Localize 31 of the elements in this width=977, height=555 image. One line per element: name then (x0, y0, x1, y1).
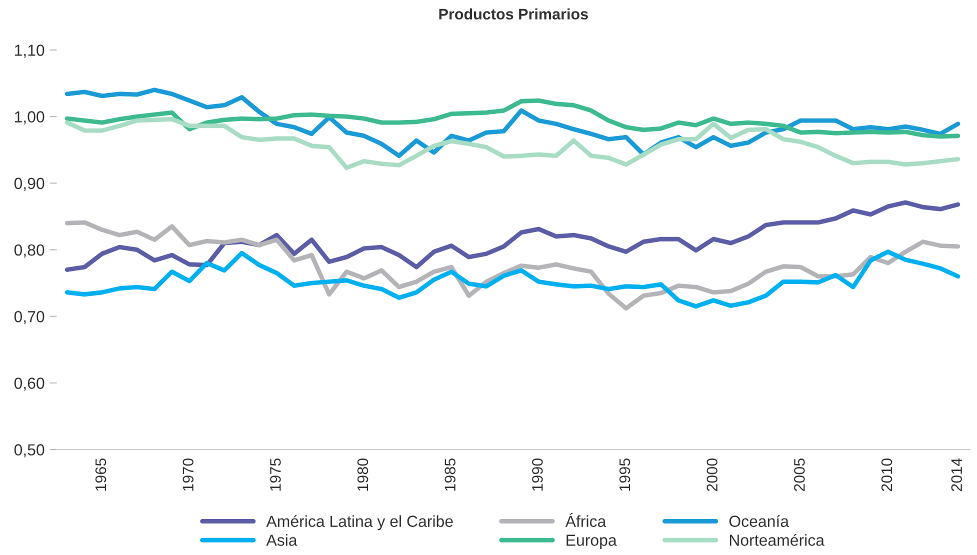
legend-label: Oceanía (729, 515, 790, 527)
x-tick-label: 1990 (532, 458, 543, 491)
x-tick-label: 2000 (706, 458, 718, 492)
legend-label: Europa (566, 534, 617, 550)
y-tick-label: 0,50 (14, 444, 44, 458)
line-series (64, 116, 960, 170)
line-series (64, 88, 960, 158)
legend-label: África (565, 512, 606, 527)
x-tick-label: 1975 (270, 458, 281, 491)
x-tick-label: 1980 (357, 458, 368, 491)
line-series (64, 220, 960, 311)
x-tick-label: 1985 (444, 458, 456, 491)
y-tick-label: 0,90 (14, 178, 44, 191)
legend-label: Norteamérica (730, 534, 824, 546)
line-series (64, 200, 960, 272)
line-series (64, 250, 960, 309)
y-tick-label: 1,00 (14, 111, 44, 124)
x-tick-label: 1970 (182, 458, 194, 491)
y-tick-label: 0,80 (14, 244, 44, 258)
y-tick-label: 0,60 (14, 378, 44, 391)
legend-label: Asia (266, 534, 298, 546)
y-tick-label: 0,70 (14, 310, 44, 324)
x-tick-label: 2005 (794, 458, 805, 492)
x-tick-label: 1995 (619, 458, 630, 491)
x-tick-label: 1965 (95, 458, 106, 491)
x-tick-label: 2014 (951, 458, 962, 492)
chart-title: Productos Primarios (439, 8, 588, 20)
x-tick-label: 2010 (881, 458, 892, 492)
legend-label: América Latina y el Caribe (266, 515, 453, 530)
y-tick-label: 1,10 (14, 44, 44, 58)
line-series (64, 98, 960, 139)
